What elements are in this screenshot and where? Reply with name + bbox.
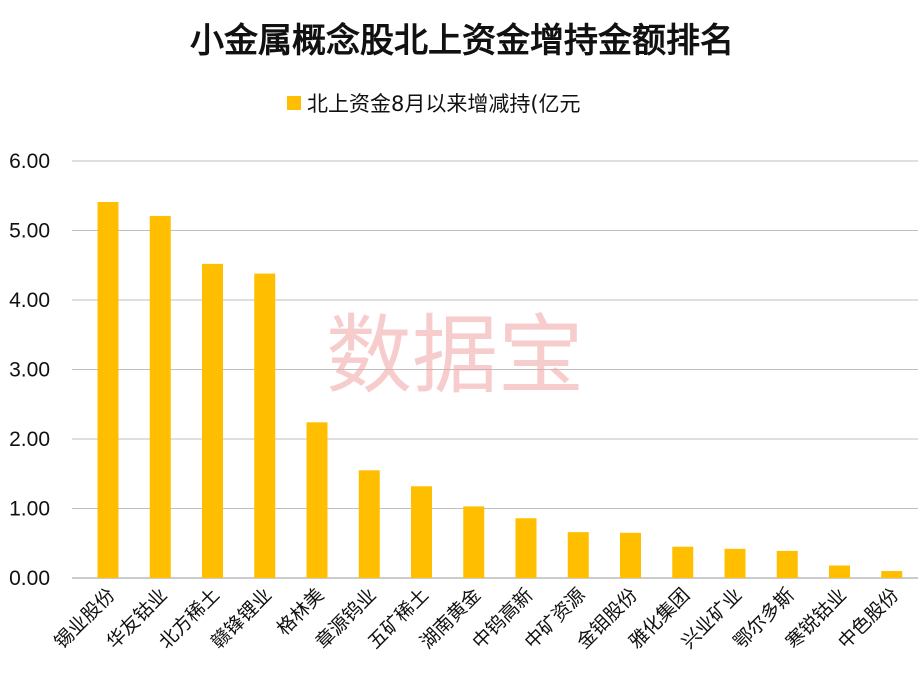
y-tick-label: 2.00 bbox=[9, 428, 50, 451]
watermark: 数据宝 bbox=[326, 306, 584, 406]
y-tick-label: 3.00 bbox=[9, 359, 50, 382]
legend-swatch bbox=[287, 96, 301, 110]
bar bbox=[881, 571, 903, 578]
bar bbox=[515, 518, 537, 578]
bar bbox=[149, 215, 171, 578]
bar bbox=[254, 273, 276, 578]
y-axis: 0.00 1.00 2.00 3.00 4.00 5.00 6.00 bbox=[9, 150, 50, 590]
bar bbox=[724, 548, 746, 578]
y-tick-label: 4.00 bbox=[9, 289, 50, 312]
bar bbox=[672, 546, 694, 578]
bar bbox=[97, 202, 119, 578]
bar bbox=[567, 532, 589, 578]
y-tick-label: 5.00 bbox=[9, 220, 50, 243]
bar bbox=[463, 506, 485, 578]
bar bbox=[306, 422, 328, 578]
bar bbox=[776, 550, 798, 578]
chart-title: 小金属概念股北上资金增持金额排名 bbox=[190, 21, 734, 61]
bar bbox=[620, 532, 641, 578]
bar bbox=[358, 470, 380, 578]
bars bbox=[97, 202, 903, 578]
x-axis: 锡业股份华友钴业北方稀土赣锋锂业格林美章源钨业五矿稀土湖南黄金中钨高新中矿资源金… bbox=[50, 584, 903, 653]
y-tick-label: 0.00 bbox=[9, 567, 50, 590]
y-tick-label: 6.00 bbox=[9, 150, 50, 173]
legend: 北上资金8月以来增减持(亿元 bbox=[287, 92, 581, 116]
legend-label: 北上资金8月以来增减持(亿元 bbox=[307, 92, 581, 116]
bar bbox=[202, 263, 223, 578]
bar bbox=[411, 486, 432, 578]
y-tick-label: 1.00 bbox=[9, 498, 50, 521]
bar bbox=[829, 565, 850, 578]
